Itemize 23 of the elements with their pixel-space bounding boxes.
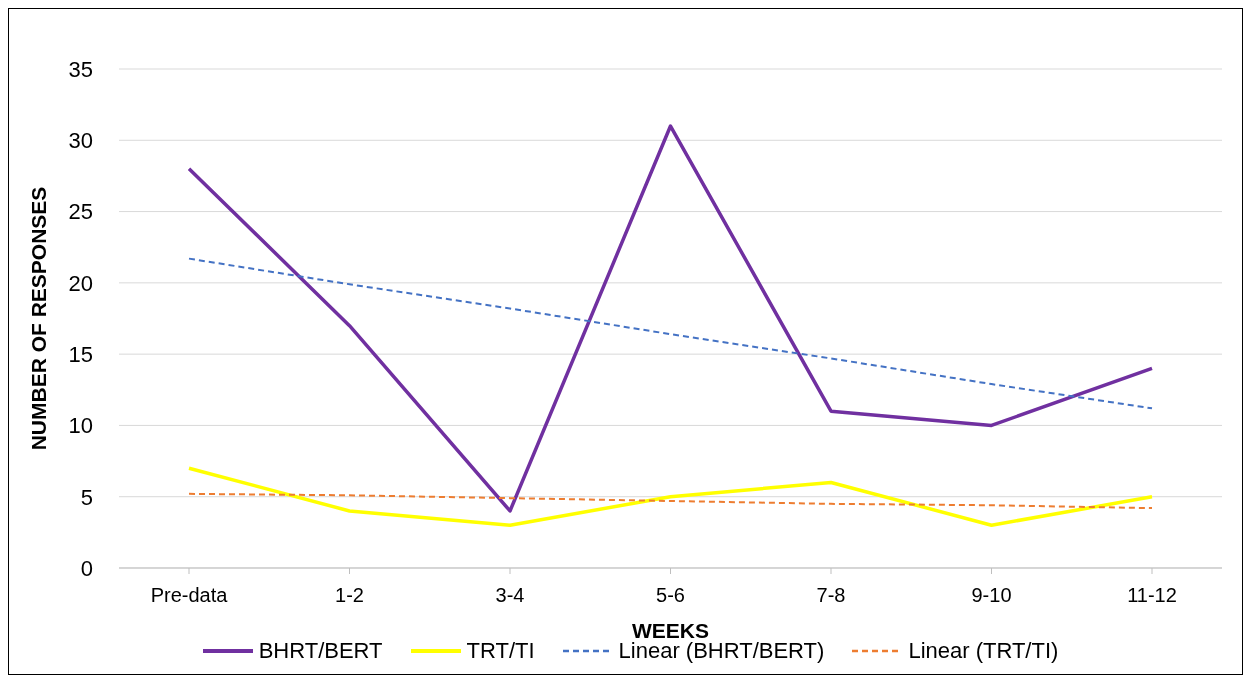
legend-label: Linear (TRT/TI) <box>908 638 1059 664</box>
y-tick-label: 10 <box>68 413 93 439</box>
line-series <box>188 257 1153 410</box>
x-tick-label: Pre-data <box>150 584 229 607</box>
y-tick-label: 0 <box>80 555 93 581</box>
x-tick-label: 1-2 <box>335 584 364 607</box>
x-tick-label: 7-8 <box>816 584 846 607</box>
line-series <box>187 124 1154 513</box>
x-tick-label: 3-4 <box>495 584 525 607</box>
y-tick-label: 5 <box>80 484 93 510</box>
y-tick-label: 35 <box>68 56 93 82</box>
legend-label: TRT/TI <box>466 638 535 664</box>
line-series <box>188 492 1153 510</box>
y-tick-label: 15 <box>68 341 93 367</box>
x-tick-label: 9-10 <box>971 584 1012 607</box>
x-tick-label: 11-12 <box>1127 584 1177 607</box>
x-tick-label: 5-6 <box>656 584 685 607</box>
y-axis-title: NUMBER OF RESPONSES <box>27 186 51 451</box>
y-tick-label: 20 <box>68 270 93 296</box>
y-tick-label: 25 <box>68 199 93 225</box>
legend-label: BHRT/BERT <box>258 638 383 664</box>
y-tick-label: 30 <box>68 128 93 154</box>
line-series <box>187 466 1154 527</box>
